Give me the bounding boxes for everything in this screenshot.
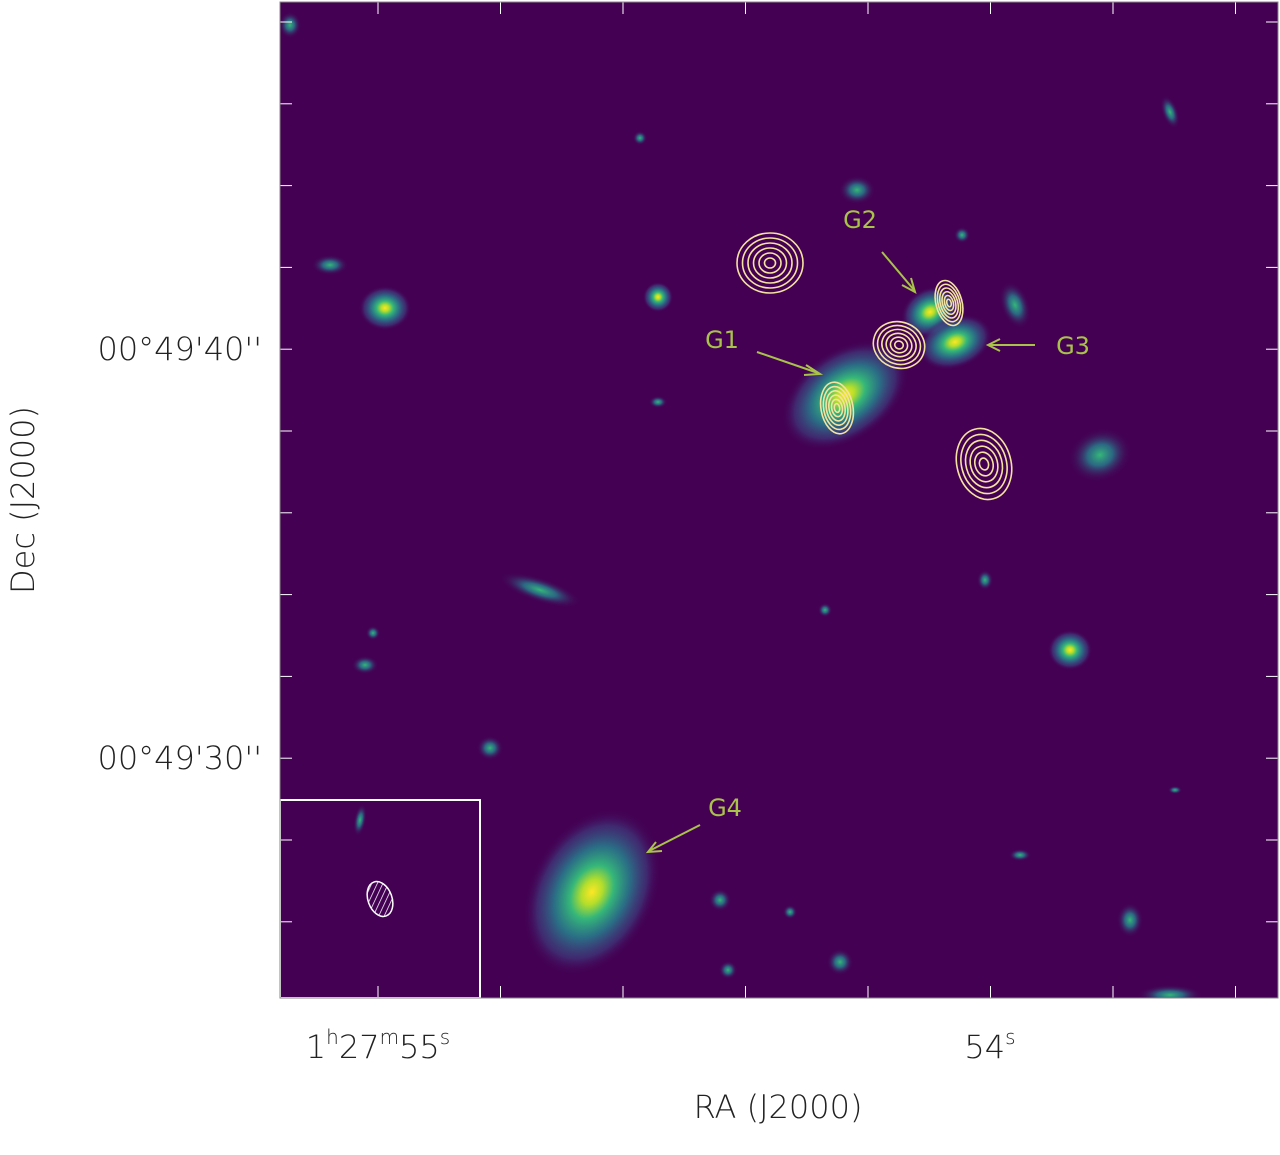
contour (973, 451, 995, 477)
arrow-head (645, 841, 663, 854)
contour (825, 390, 849, 426)
contour (822, 385, 852, 431)
source-label: G4 (708, 794, 742, 822)
dec-tick-label: 00°49'40'' (97, 330, 262, 368)
contour (955, 427, 1013, 501)
arrow-head (985, 338, 1001, 352)
contour (960, 433, 1008, 495)
galaxy (312, 255, 348, 275)
galaxy (999, 281, 1031, 329)
frame (279, 1, 1279, 999)
ra-axis-label: RA (J2000) (694, 1088, 863, 1126)
contour (828, 394, 846, 422)
galaxy (1160, 95, 1180, 129)
galaxy (827, 949, 853, 975)
contour (881, 328, 917, 362)
galaxy (499, 572, 581, 608)
contour (833, 402, 841, 414)
ra-s: s (440, 1025, 450, 1049)
galaxy (1168, 786, 1182, 794)
ra-m: m (380, 1025, 399, 1049)
galaxy (353, 804, 367, 836)
galaxy (280, 12, 301, 38)
galaxy (782, 340, 908, 450)
ra-tick-label: 54s (964, 1025, 1015, 1066)
galaxy (918, 314, 992, 370)
contour (889, 336, 909, 354)
contour (885, 332, 913, 358)
contour (747, 242, 793, 284)
contours (736, 232, 1013, 501)
ra-hours: 1 (306, 1028, 326, 1066)
galaxy (783, 905, 797, 919)
galaxy (839, 176, 875, 204)
contour (741, 237, 799, 289)
ra-tick-label: 1h27m55s (306, 1025, 450, 1066)
galaxy (366, 626, 380, 640)
contour (945, 298, 953, 308)
galaxy (1068, 428, 1132, 482)
contour (876, 324, 922, 366)
galaxy (643, 282, 673, 312)
arrow-head (901, 277, 917, 295)
arrow (648, 824, 701, 852)
ticks (280, 2, 1278, 998)
contour (943, 294, 955, 312)
galaxy (523, 809, 661, 975)
contour (934, 279, 964, 327)
source-label: G1 (705, 326, 739, 354)
galaxy (359, 286, 411, 330)
contour (978, 457, 990, 471)
arrow-head (803, 364, 824, 376)
contour (872, 320, 926, 370)
ra-seconds: 54 (964, 1028, 1005, 1066)
galaxy (719, 961, 737, 979)
source-label: G3 (1056, 332, 1090, 360)
galaxy (818, 603, 832, 617)
ra-h: h (326, 1025, 339, 1049)
dec-tick-label: 00°49'30'' (97, 739, 262, 777)
galaxy (1117, 903, 1143, 937)
galaxy (709, 889, 731, 911)
source-label: G2 (843, 206, 877, 234)
beam (366, 880, 394, 918)
contour (938, 287, 960, 319)
contour (893, 340, 905, 350)
galaxy (1009, 849, 1031, 861)
arrows (645, 251, 1035, 854)
contour (758, 252, 782, 274)
ra-s: s (1005, 1025, 1015, 1049)
galaxy (649, 396, 667, 408)
arrow (756, 351, 819, 374)
galaxy (977, 570, 993, 590)
contour (936, 283, 962, 323)
image-background (280, 2, 1278, 998)
galaxy (477, 736, 503, 760)
contour (969, 445, 999, 483)
ra-seconds: 55 (399, 1028, 440, 1066)
galaxy (1048, 630, 1092, 670)
galaxy (954, 227, 970, 243)
contour (819, 381, 855, 435)
contour (752, 247, 788, 279)
contour (964, 439, 1004, 489)
galaxy (633, 131, 647, 145)
ra-minutes: 27 (339, 1028, 380, 1066)
contour (736, 232, 804, 294)
galaxy (352, 656, 378, 674)
arrow (881, 251, 915, 291)
contour (941, 290, 957, 316)
dec-axis-label: Dec (J2000) (4, 406, 42, 594)
contour (830, 398, 844, 418)
galaxy (1138, 985, 1202, 998)
contour (763, 257, 777, 269)
